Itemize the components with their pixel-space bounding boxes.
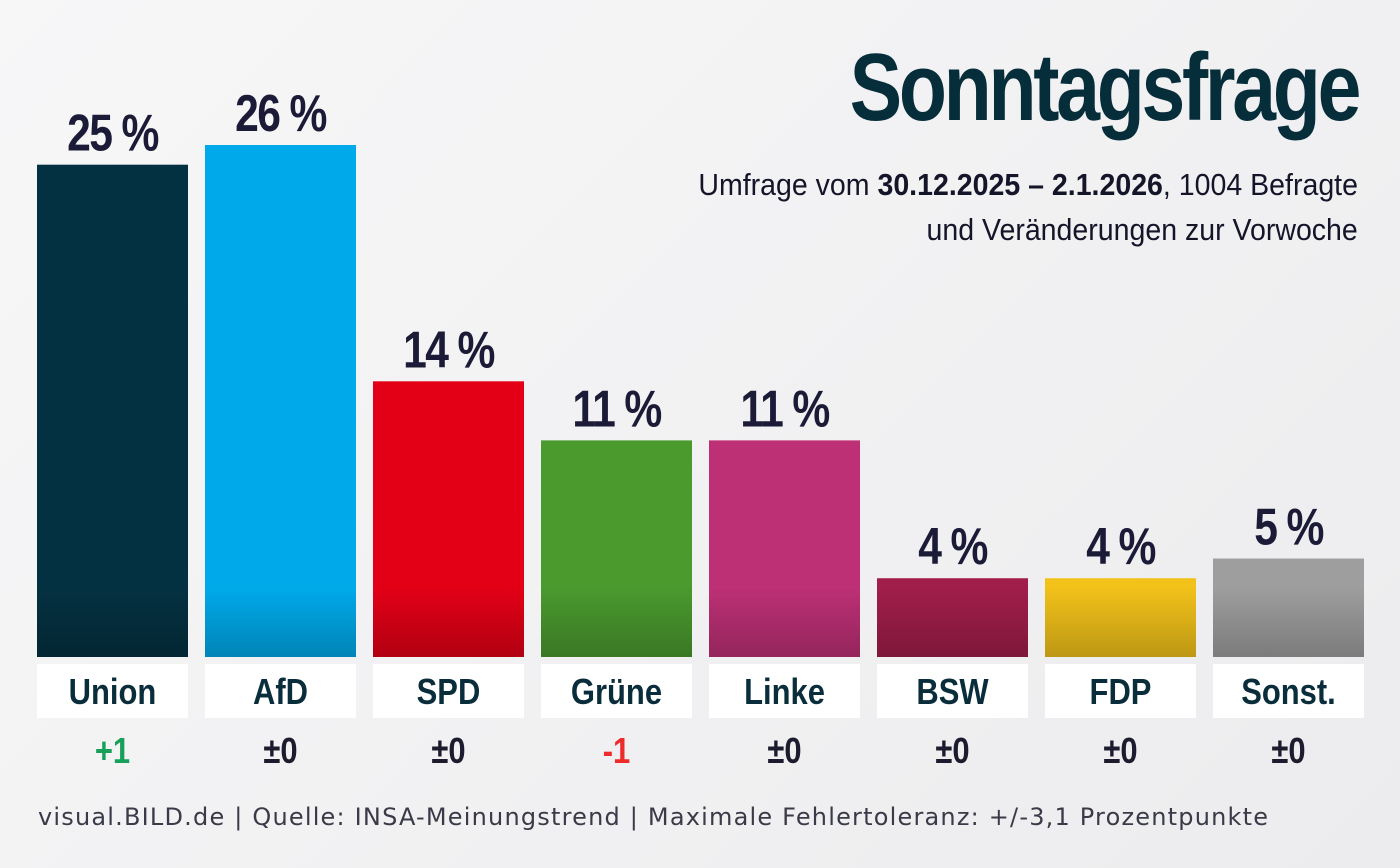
- change-label: -1: [603, 732, 631, 772]
- value-label: 11 %: [740, 380, 830, 438]
- value-label: 4 %: [1086, 518, 1156, 576]
- category-label-box: [541, 664, 692, 718]
- change-label: ±0: [263, 732, 297, 772]
- category-label: Sonst.: [1241, 673, 1336, 713]
- subtitle-suffix: , 1004 Befragte: [1162, 167, 1358, 202]
- bar-shade: [709, 587, 860, 657]
- category-label-box: [877, 664, 1028, 718]
- category-label-box: [1213, 664, 1364, 718]
- value-label: 25 %: [67, 105, 159, 163]
- change-label: +1: [95, 732, 130, 772]
- value-label: 4 %: [918, 518, 988, 576]
- source-footer: visual.BILD.de | Quelle: INSA-Meinungstr…: [38, 803, 1270, 831]
- bar-shade: [205, 587, 356, 657]
- change-label: ±0: [1103, 732, 1137, 772]
- change-label: ±0: [767, 732, 801, 772]
- category-label-box: [37, 664, 188, 718]
- category-label-box: [373, 664, 524, 718]
- category-label: Union: [69, 673, 157, 713]
- change-label: ±0: [1271, 732, 1305, 772]
- chart-subtitle-line1: Umfrage vom 30.12.2025 – 2.1.2026, 1004 …: [698, 167, 1358, 203]
- change-label: ±0: [431, 732, 465, 772]
- category-label-box: [709, 664, 860, 718]
- change-label: ±0: [935, 732, 969, 772]
- bar-shade: [1213, 587, 1364, 657]
- bar-union: [37, 164, 188, 657]
- bar-shade: [373, 587, 524, 657]
- subtitle-date-range: 30.12.2025 – 2.1.2026: [877, 167, 1163, 202]
- category-label: FDP: [1090, 673, 1152, 713]
- category-label: Grüne: [571, 673, 662, 713]
- bar-shade: [1045, 587, 1196, 657]
- category-label: SPD: [417, 673, 481, 713]
- bar-shade: [37, 587, 188, 657]
- value-label: 11 %: [572, 380, 662, 438]
- category-label-box: [1045, 664, 1196, 718]
- value-label: 26 %: [235, 85, 327, 143]
- bar-shade: [541, 587, 692, 657]
- bar-shade: [877, 587, 1028, 657]
- subtitle-prefix: Umfrage vom: [698, 167, 878, 202]
- category-label: Linke: [744, 673, 825, 713]
- value-label: 14 %: [403, 321, 495, 379]
- value-label: 5 %: [1254, 499, 1324, 557]
- chart-title: Sonntagsfrage: [849, 34, 1362, 141]
- category-label: AfD: [253, 673, 308, 713]
- bar-afd: [205, 145, 356, 657]
- category-label: BSW: [916, 673, 989, 713]
- chart-subtitle-line2: und Veränderungen zur Vorwoche: [926, 212, 1358, 247]
- category-label-box: [205, 664, 356, 718]
